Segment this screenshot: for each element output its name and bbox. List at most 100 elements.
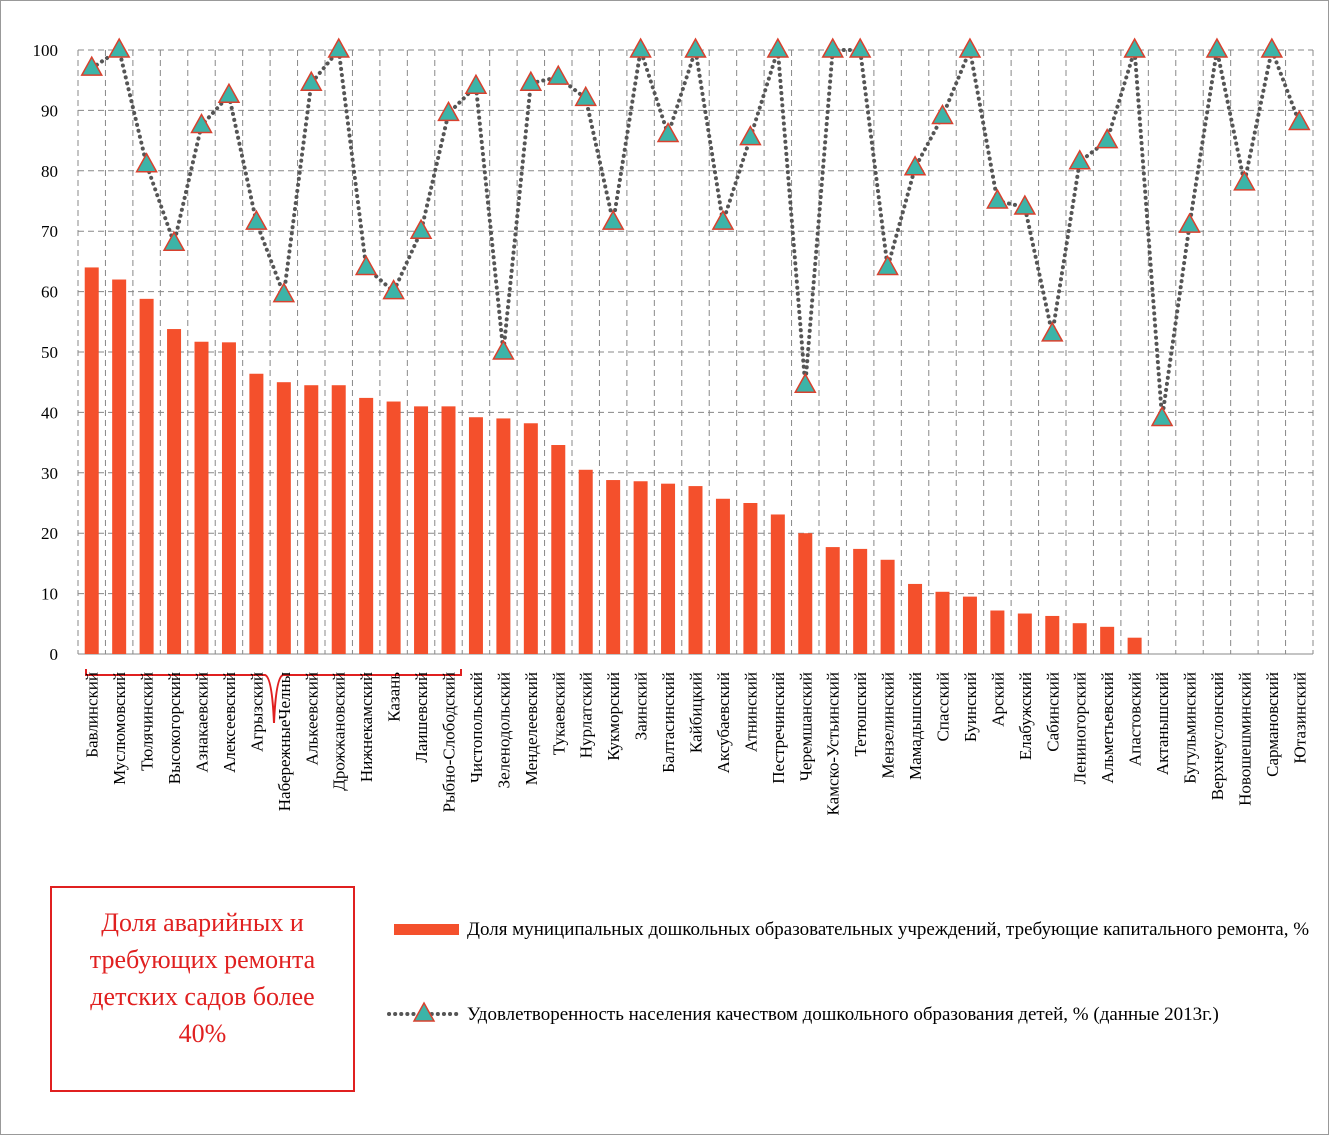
y-tick-label: 10: [41, 585, 58, 604]
bar: [249, 373, 264, 654]
marker: [547, 64, 570, 85]
x-tick-label: Мамадышский: [906, 672, 925, 780]
legend-marker: [412, 1001, 436, 1022]
x-tick-label: Ютазинский: [1290, 672, 1309, 764]
x-tick-label: Сабинский: [1043, 672, 1062, 752]
bar: [880, 559, 895, 654]
bar: [112, 279, 127, 654]
bar: [167, 329, 182, 654]
y-tick-label: 80: [41, 162, 58, 181]
y-tick-label: 70: [41, 222, 58, 241]
legend-bar-text: Доля муниципальных дошкольных образовате…: [467, 919, 1310, 940]
marker: [656, 122, 680, 143]
bar: [962, 596, 977, 654]
marker: [1041, 321, 1064, 342]
x-tick-label: Рыбно-Слободский: [440, 672, 459, 812]
bar: [139, 298, 154, 654]
bar: [194, 341, 209, 654]
line: [89, 42, 1302, 419]
bar: [386, 401, 401, 654]
marker: [1260, 37, 1284, 58]
x-tick-label: Мензелинский: [879, 672, 898, 778]
x-tick-label: Новошешминский: [1235, 672, 1254, 806]
marker: [739, 125, 762, 146]
bar: [661, 483, 676, 654]
bar: [633, 481, 648, 654]
marker: [574, 85, 597, 107]
marker: [409, 218, 433, 239]
marker: [1013, 194, 1037, 215]
x-tick-label: Нижнекамский: [357, 672, 376, 782]
y-tick-label: 40: [41, 403, 58, 422]
x-tick-label: Тюлячинский: [138, 672, 157, 771]
marker: [492, 339, 515, 360]
bar: [304, 385, 319, 654]
marker: [354, 254, 378, 276]
bar: [935, 591, 950, 654]
x-tick-label: Высокогорский: [165, 672, 184, 784]
x-tick-label: Апастовский: [1126, 672, 1145, 766]
x-tick-label: Спасский: [934, 672, 953, 742]
x-tick-label: Камско-Устьинский: [824, 672, 843, 815]
marker: [986, 188, 1009, 209]
y-tick-label: 60: [41, 283, 58, 302]
bar: [359, 397, 374, 654]
bar: [853, 548, 868, 654]
bar: [1072, 623, 1087, 654]
x-tick-label: Бугульминский: [1181, 672, 1200, 784]
bar: [606, 480, 621, 654]
x-tick-label: Арский: [988, 672, 1007, 727]
marker: [1150, 405, 1174, 427]
bar: [441, 406, 456, 654]
marker: [876, 254, 899, 276]
bar: [84, 267, 99, 654]
marker: [162, 230, 186, 252]
x-tick-label: Тукаевский: [549, 672, 568, 755]
bar: [990, 610, 1005, 654]
marker: [903, 155, 927, 176]
marker: [272, 282, 296, 303]
x-tick-label: Зеленодольский: [494, 672, 513, 788]
marker: [958, 37, 982, 58]
marker: [1178, 212, 1201, 233]
y-tick-label: 30: [41, 464, 58, 483]
y-tick-label: 90: [41, 101, 58, 120]
marker: [601, 209, 625, 230]
x-tick-label: Атнинский: [741, 672, 760, 752]
marker: [1068, 149, 1091, 170]
x-tick-label: Дрожжановский: [330, 672, 349, 791]
bar: [798, 533, 813, 654]
x-tick-label: Менделеевский: [522, 672, 541, 785]
x-tick-label: Кайбицкий: [687, 672, 706, 753]
bar: [743, 503, 758, 654]
bar: [715, 498, 730, 654]
bar: [1017, 613, 1032, 654]
x-tick-label: Верхнеуслонский: [1208, 672, 1227, 800]
bar: [468, 417, 483, 654]
x-tick-label: Алькеевский: [302, 672, 321, 765]
marker: [135, 152, 158, 173]
bracket: [85, 669, 462, 724]
bar: [770, 514, 785, 654]
marker: [107, 37, 131, 58]
x-tick-label: Чистопольский: [467, 672, 486, 783]
bar: [1127, 637, 1142, 654]
marker: [1288, 109, 1311, 131]
bar: [1045, 615, 1060, 654]
marker: [931, 103, 954, 125]
bar: [1100, 626, 1115, 654]
x-tick-label: Нурлатский: [577, 672, 596, 758]
bar: [276, 382, 291, 654]
marker: [684, 37, 707, 58]
bar: [908, 583, 923, 654]
bar: [331, 385, 346, 654]
bar: [825, 547, 840, 654]
x-tick-label: Азнакаевский: [193, 672, 212, 773]
marker: [327, 37, 350, 58]
bar: [688, 486, 703, 654]
marker: [245, 209, 268, 230]
marker: [848, 37, 872, 58]
bar: [221, 342, 236, 654]
